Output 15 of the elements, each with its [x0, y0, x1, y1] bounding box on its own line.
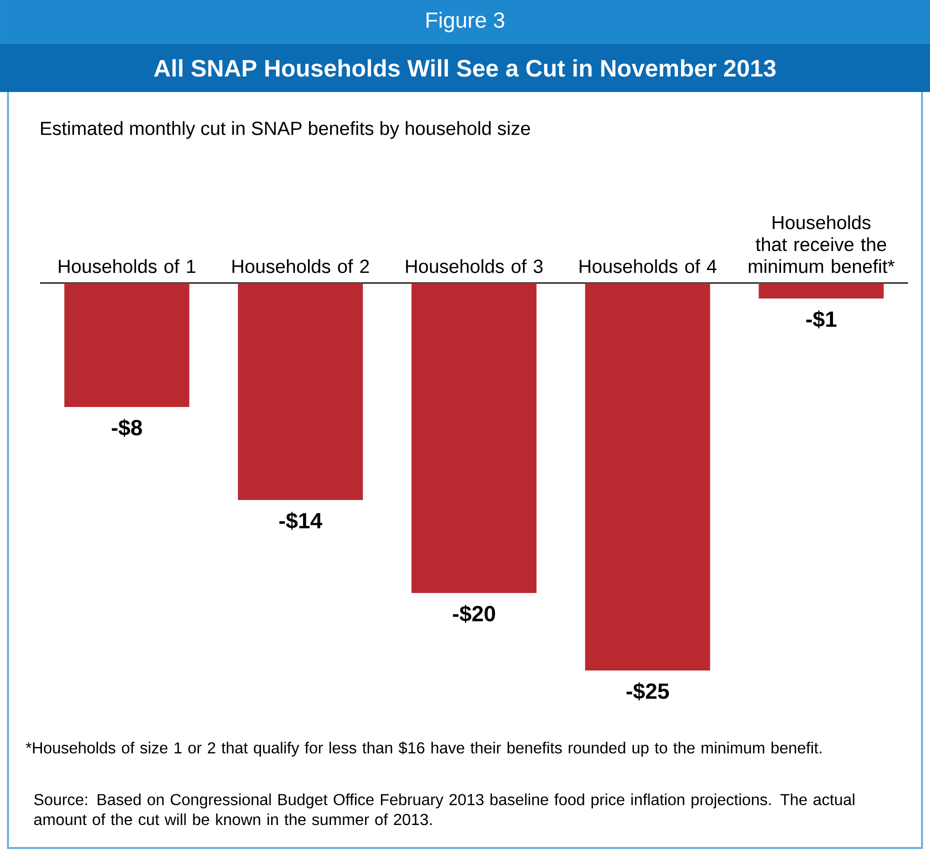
- x-tick-label: Households of 2: [232, 259, 369, 274]
- chart-title: All SNAP Households Will See a Cut in November 2013: [154, 59, 776, 77]
- data-label: -$25: [626, 682, 669, 700]
- data-label: -$1: [806, 310, 836, 328]
- data-label: -$14: [279, 512, 322, 530]
- x-tick-label: Households that receive the minimum benefit*: [748, 215, 895, 274]
- source-note: Source: Based on Congressional Budget Office February 2013 baseline food price inflation projections. The actual amount of the cut will be known in the summer of 2013.: [34, 794, 854, 826]
- chart-subtitle: Estimated monthly cut in SNAP benefits by household size: [41, 121, 530, 139]
- x-tick-label: Households of 4: [580, 259, 716, 274]
- text: *Households of size 1 or 2 that qualify for less than $16 have their benefits rounded up to the minimum benefit.: [26, 742, 822, 757]
- caption: Figure 3: [426, 12, 504, 32]
- x-tick-label: Households of 3: [406, 259, 543, 274]
- x-tick-label: Households of 1: [58, 259, 196, 274]
- data-label: -$20: [452, 604, 496, 623]
- data-label: -$8: [112, 418, 142, 437]
